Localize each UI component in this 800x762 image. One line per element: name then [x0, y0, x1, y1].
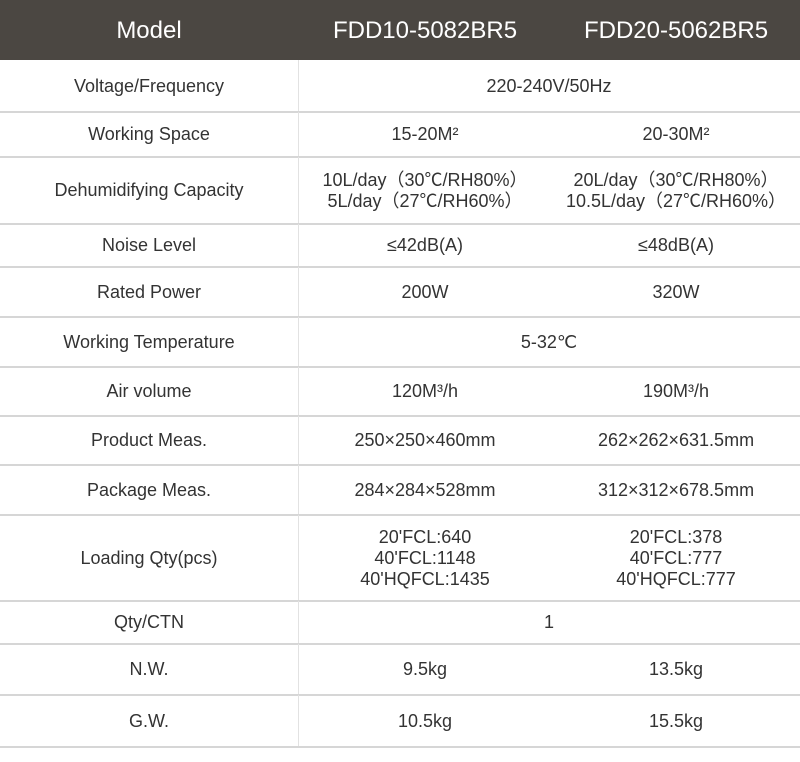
- value-cell: 250×250×460mm: [298, 416, 552, 465]
- cell-line: 190M³/h: [642, 381, 710, 401]
- column-divider: [298, 157, 299, 224]
- column-divider: [298, 367, 299, 416]
- cell-line: 312×312×678.5mm: [597, 479, 755, 500]
- row-divider: [0, 415, 800, 417]
- cell-line: 10.5L/day（27℃/RH60%）: [565, 190, 787, 211]
- column-divider: [298, 465, 299, 515]
- value-cell: 13.5kg: [552, 644, 800, 695]
- row-divider: [0, 464, 800, 466]
- cell-line: 15-20M²: [391, 124, 459, 144]
- row-label: Air volume: [106, 381, 192, 401]
- row-divider: [0, 600, 800, 602]
- cell-line: ≤48dB(A): [638, 235, 714, 255]
- header-cell: Model: [116, 16, 182, 44]
- value-cell: ≤42dB(A): [298, 224, 552, 267]
- value-cell: 20'FCL:640 40'FCL:1148 40'HQFCL:1435: [298, 515, 552, 601]
- row-divider: [0, 746, 800, 748]
- column-divider: [298, 317, 299, 367]
- cell-line: 40'HQFCL:1435: [360, 568, 490, 589]
- row-divider: [0, 223, 800, 225]
- value-cell: 220-240V/50Hz: [298, 60, 800, 112]
- row-divider: [0, 643, 800, 645]
- cell-line: 1: [543, 612, 554, 632]
- value-cell: 15.5kg: [552, 695, 800, 747]
- row-label: Dehumidifying Capacity: [54, 180, 244, 200]
- cell-line: 120M³/h: [391, 381, 459, 401]
- row-divider: [0, 156, 800, 158]
- cell-line: 13.5kg: [648, 659, 704, 679]
- value-cell: 10L/day（30℃/RH80%） 5L/day（27℃/RH60%）: [298, 157, 552, 224]
- value-cell: 320W: [552, 267, 800, 317]
- cell-line: 20-30M²: [642, 124, 710, 144]
- value-cell: 262×262×631.5mm: [552, 416, 800, 465]
- cell-line: 320W: [652, 281, 700, 302]
- cell-line: 40'FCL:1148: [374, 547, 476, 568]
- cell-line: 10.5kg: [397, 710, 453, 731]
- cell-line: 262×262×631.5mm: [597, 430, 755, 450]
- row-divider: [0, 316, 800, 318]
- cell-line: 5L/day（27℃/RH60%）: [327, 190, 523, 211]
- column-divider: [298, 601, 299, 644]
- value-cell: 20'FCL:378 40'FCL:777 40'HQFCL:777: [552, 515, 800, 601]
- value-cell: 284×284×528mm: [298, 465, 552, 515]
- row-label: Voltage/Frequency: [73, 75, 225, 96]
- cell-line: 9.5kg: [402, 659, 448, 679]
- header-cell: FDD20-5062BR5: [583, 16, 769, 44]
- row-divider: [0, 111, 800, 113]
- cell-line: 40'FCL:777: [629, 547, 723, 568]
- cell-line: 40'HQFCL:777: [616, 568, 736, 589]
- value-cell: 20L/day（30℃/RH80%） 10.5L/day（27℃/RH60%）: [552, 157, 800, 224]
- row-label: Noise Level: [101, 235, 197, 255]
- column-divider: [298, 224, 299, 267]
- row-label: Working Space: [88, 124, 210, 144]
- value-cell: 9.5kg: [298, 644, 552, 695]
- cell-line: ≤42dB(A): [387, 235, 463, 255]
- column-divider: [298, 515, 299, 601]
- column-divider: [298, 112, 299, 157]
- row-divider: [0, 514, 800, 516]
- column-divider: [298, 644, 299, 695]
- row-label: Loading Qty(pcs): [80, 547, 218, 568]
- cell-line: 15.5kg: [648, 710, 704, 731]
- cell-line: 284×284×528mm: [354, 479, 496, 500]
- row-label: Product Meas.: [90, 430, 208, 450]
- value-cell: 10.5kg: [298, 695, 552, 747]
- value-cell: 1: [298, 601, 800, 644]
- row-label: Package Meas.: [86, 479, 212, 500]
- header-cell: FDD10-5082BR5: [332, 16, 518, 44]
- row-label: N.W.: [129, 659, 169, 679]
- cell-line: 220-240V/50Hz: [486, 75, 612, 96]
- header-bar: [0, 0, 800, 60]
- cell-line: 200W: [401, 281, 449, 302]
- row-label: Qty/CTN: [114, 612, 184, 632]
- row-divider: [0, 694, 800, 696]
- value-cell: 5-32℃: [298, 317, 800, 367]
- column-divider: [298, 416, 299, 465]
- column-divider: [298, 695, 299, 747]
- value-cell: 120M³/h: [298, 367, 552, 416]
- row-label: Working Temperature: [63, 331, 235, 352]
- column-divider: [298, 60, 299, 112]
- value-cell: 20-30M²: [552, 112, 800, 157]
- cell-line: 10L/day（30℃/RH80%）: [322, 169, 528, 190]
- value-cell: ≤48dB(A): [552, 224, 800, 267]
- row-label: G.W.: [129, 710, 169, 731]
- column-divider: [298, 267, 299, 317]
- cell-line: 20L/day（30℃/RH80%）: [573, 169, 779, 190]
- row-divider: [0, 366, 800, 368]
- cell-line: 250×250×460mm: [354, 430, 496, 450]
- cell-line: 20'FCL:640: [378, 526, 472, 547]
- cell-line: 5-32℃: [520, 331, 578, 352]
- value-cell: 15-20M²: [298, 112, 552, 157]
- cell-line: 20'FCL:378: [629, 526, 723, 547]
- value-cell: 312×312×678.5mm: [552, 465, 800, 515]
- value-cell: 190M³/h: [552, 367, 800, 416]
- row-label: Rated Power: [96, 281, 202, 302]
- row-divider: [0, 266, 800, 268]
- value-cell: 200W: [298, 267, 552, 317]
